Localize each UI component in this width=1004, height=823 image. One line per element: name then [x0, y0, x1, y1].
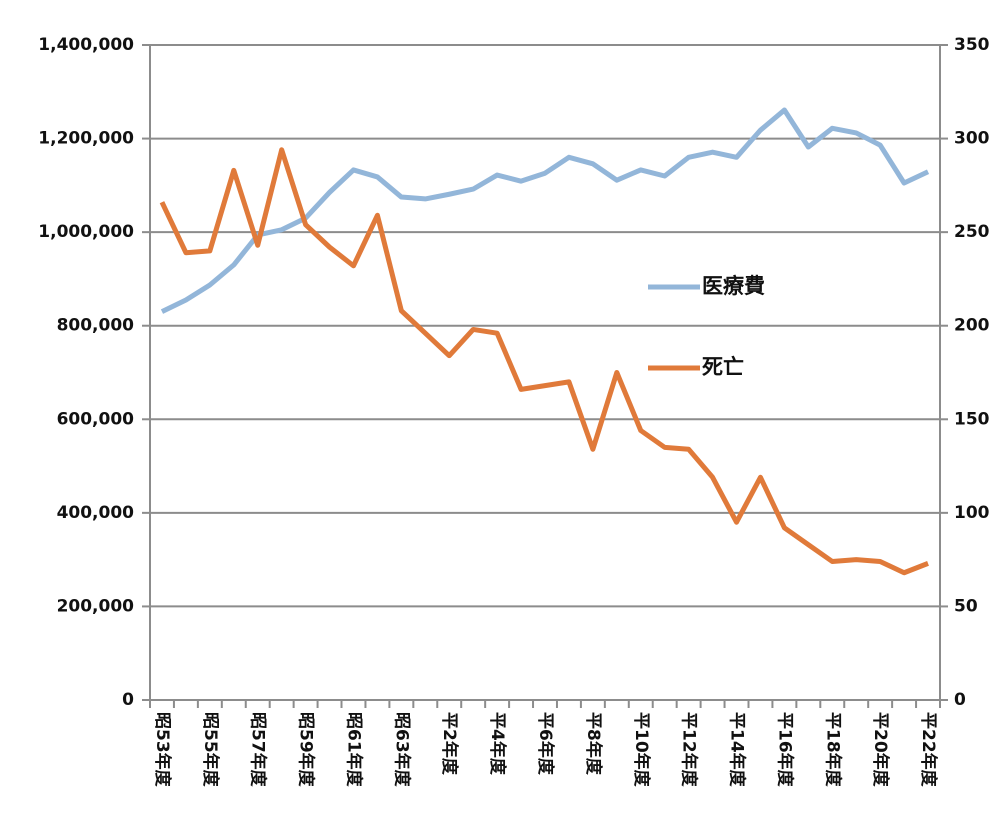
x-tick-label: 平20年度	[870, 712, 891, 788]
x-tick-label: 平14年度	[727, 712, 748, 788]
x-tick-label: 平16年度	[774, 712, 795, 788]
x-tick-label: 平18年度	[822, 712, 843, 788]
y2-tick-label: 50	[954, 596, 978, 616]
y-tick-label: 1,000,000	[38, 222, 134, 242]
x-tick-label: 平22年度	[918, 712, 939, 788]
legend-label: 死亡	[702, 355, 744, 379]
legend-label: 医療費	[702, 274, 765, 298]
y2-tick-label: 0	[954, 690, 966, 710]
x-tick-label: 昭57年度	[248, 712, 269, 788]
x-tick-label: 昭53年度	[152, 712, 173, 788]
y-tick-label: 1,400,000	[38, 35, 134, 55]
y2-tick-label: 300	[954, 129, 990, 149]
x-tick-label: 平6年度	[535, 712, 556, 776]
y-tick-label: 1,200,000	[38, 129, 134, 149]
data-line	[159, 147, 929, 576]
x-tick-label: 平12年度	[679, 712, 700, 788]
y2-tick-label: 200	[954, 316, 990, 336]
y-tick-label: 0	[122, 690, 134, 710]
y2-tick-label: 250	[954, 222, 990, 242]
x-tick-label: 昭55年度	[200, 712, 221, 788]
data-line	[160, 107, 930, 314]
x-tick-label: 平8年度	[583, 712, 604, 776]
y2-tick-label: 100	[954, 503, 990, 523]
x-tick-label: 昭59年度	[296, 712, 317, 788]
y-tick-label: 600,000	[57, 409, 135, 429]
x-tick-label: 昭63年度	[391, 712, 412, 788]
y2-tick-label: 150	[954, 409, 990, 429]
y-tick-label: 200,000	[57, 596, 135, 616]
y2-tick-label: 350	[954, 35, 990, 55]
x-tick-label: 平10年度	[631, 712, 652, 788]
x-tick-label: 昭61年度	[343, 712, 364, 788]
y-tick-label: 400,000	[57, 503, 135, 523]
y-tick-label: 800,000	[57, 316, 135, 336]
x-tick-label: 平2年度	[439, 712, 460, 776]
x-tick-label: 平4年度	[487, 712, 508, 776]
